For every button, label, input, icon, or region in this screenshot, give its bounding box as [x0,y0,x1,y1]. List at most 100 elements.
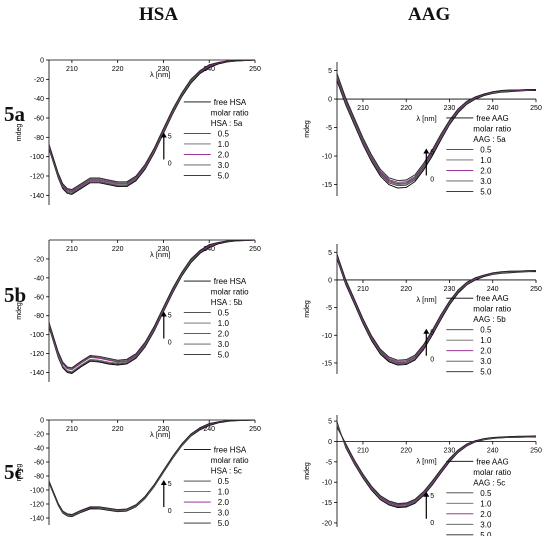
series-line-2.0 [48,59,256,192]
arrow-label-bottom: 0 [430,176,434,183]
y-tick-label: -60 [34,294,44,301]
legend-label: 1.0 [218,319,230,328]
x-tick-label: 250 [530,286,542,293]
legend-label: 2.0 [480,347,492,356]
legend-label: free HSA [214,277,247,286]
x-tick-label: 230 [444,105,456,112]
y-tick-label: 5 [328,68,332,75]
y-axis-label: mdeg [16,124,23,142]
y-tick-label: -60 [34,460,44,467]
y-tick-label: 0 [40,418,44,425]
legend-label: 0.5 [480,145,492,154]
y-tick-label: -40 [34,96,44,103]
y-tick-label: -20 [34,77,44,84]
legend-title: molar ratio [211,288,249,297]
y-tick-label: 0 [328,439,332,446]
x-tick-label: 220 [400,447,412,454]
x-axis-label: λ [nm] [150,70,170,79]
column-header-hsa: HSA [139,4,179,25]
y-axis-label: mdeg [304,120,311,138]
arrow-label-top: 5 [430,493,434,500]
y-axis-label: mdeg [304,300,311,318]
legend-label: 2.0 [218,498,230,507]
legend-label: 1.0 [480,499,492,508]
legend-label: 3.0 [218,161,230,170]
row-header-5a: 5a [4,102,25,126]
legend-label: 3.0 [480,177,492,186]
legend-label: 3.0 [480,357,492,366]
legend-label: 0.5 [480,489,492,498]
y-tick-label: -60 [34,116,44,123]
y-tick-label: -120 [30,351,44,358]
legend-label: 0.5 [480,326,492,335]
legend-subtitle: HSA : 5c [211,467,242,476]
x-tick-label: 220 [112,66,124,73]
x-tick-label: 220 [112,246,124,253]
y-tick-label: -20 [322,520,332,527]
y-tick-label: -100 [30,488,44,495]
y-tick-label: -100 [30,332,44,339]
row-header-5c: 5c [4,460,24,484]
legend-label: free HSA [214,98,247,107]
legend-title: molar ratio [473,124,511,133]
x-tick-label: 210 [357,105,369,112]
legend-title: molar ratio [211,456,249,465]
y-tick-label: -20 [34,256,44,263]
legend-subtitle: AAG : 5a [473,135,506,144]
x-axis-label: λ [nm] [416,114,436,123]
y-tick-label: -140 [30,193,44,200]
x-tick-label: 240 [203,426,215,433]
legend-label: 0.5 [218,309,230,318]
series-line-5.0 [336,426,537,504]
panel-hsa-5a: 0 -20 -40 -60 -80 -100 -120 -140 210 220 230 240 250… [16,58,261,205]
legend-label: 3.0 [218,340,230,349]
legend-subtitle: AAG : 5b [473,315,506,324]
legend-label: free HSA [214,446,247,455]
y-tick-label: -15 [322,360,332,367]
y-tick-label: -100 [30,154,44,161]
series-line-5.0 [336,253,536,361]
y-tick-label: -140 [30,370,44,377]
y-tick-label: -140 [30,516,44,523]
x-tick-label: 250 [249,246,261,253]
series-line-3.0 [336,254,537,362]
y-tick-label: -20 [34,432,44,439]
panel-hsa-5b: -20 -40 -60 -80 -100 -120 -140 210 220 230 240 250 λ… [16,239,261,382]
x-tick-label: 210 [66,426,78,433]
arrow-label-bottom: 0 [168,340,172,347]
x-tick-label: 240 [203,246,215,253]
x-tick-label: 210 [357,286,369,293]
y-axis-label: mdeg [304,462,311,480]
legend-label: 1.0 [480,156,492,165]
arrow-label-top: 5 [430,330,434,337]
legend-label: 5.0 [218,351,230,360]
series-line-1.0 [336,77,536,186]
arrow-label-bottom: 0 [430,520,434,527]
legend-label: 3.0 [218,509,230,518]
series-line-3.0 [336,74,537,183]
series-line-free-aag [336,258,536,366]
trend-arrowhead [160,132,167,138]
series-line-5.0 [48,239,256,369]
x-tick-label: 210 [357,447,369,454]
y-tick-label: -5 [326,125,332,132]
y-tick-label: 0 [328,97,332,104]
x-tick-label: 210 [66,66,78,73]
arrow-label-bottom: 0 [168,160,172,167]
x-tick-label: 240 [487,447,499,454]
x-tick-label: 250 [249,426,261,433]
arrow-label-top: 5 [430,149,434,156]
x-tick-label: 230 [444,286,456,293]
y-tick-label: -80 [34,313,44,320]
legend-label: 1.0 [480,336,492,345]
y-axis-label: mdeg [16,302,23,320]
x-tick-label: 220 [400,105,412,112]
legend-label: 5.0 [480,531,492,536]
trend-arrowhead [423,491,430,497]
series-line-free-hsa [48,239,256,374]
trend-arrowhead [160,480,167,486]
legend-label: 5.0 [480,187,492,196]
x-tick-label: 250 [530,105,542,112]
panel-aag-5c: 5 0 -5 -10 -15 -20 210 220 230 240 250 λ [nm] mdeg fr… [304,415,542,536]
arrow-label-bottom: 0 [168,508,172,515]
